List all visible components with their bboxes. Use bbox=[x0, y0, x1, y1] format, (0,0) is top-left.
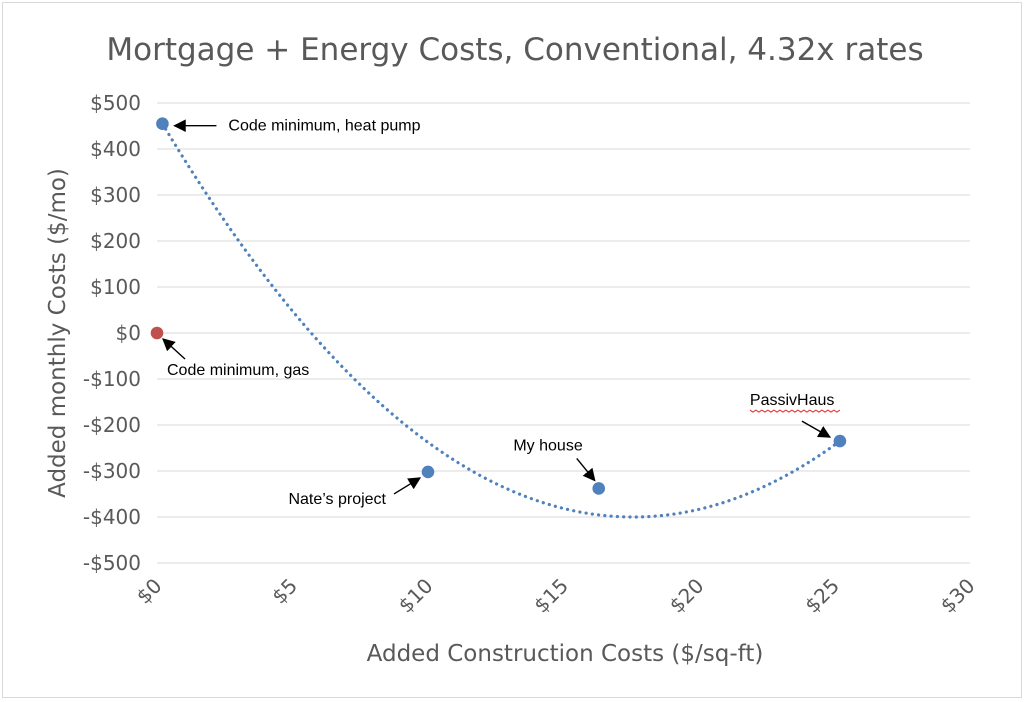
x-tick-label: $25 bbox=[800, 574, 844, 618]
y-tick-label: -$100 bbox=[83, 367, 141, 391]
data-point bbox=[156, 117, 169, 130]
y-tick-label: $100 bbox=[90, 275, 141, 299]
x-tick-label: $0 bbox=[132, 574, 167, 609]
x-tick-label: $15 bbox=[529, 574, 573, 618]
annotation-label: PassivHaus bbox=[750, 392, 834, 409]
annotations: Code minimum, heat pump Code minimum, gas… bbox=[162, 118, 841, 508]
data-point bbox=[421, 465, 435, 479]
y-tick-label: $400 bbox=[90, 137, 141, 161]
data-point bbox=[592, 482, 606, 495]
y-tick-label: -$500 bbox=[83, 551, 141, 575]
x-tick-label: $10 bbox=[394, 574, 438, 618]
spellcheck-underline bbox=[749, 409, 841, 413]
trendline bbox=[160, 122, 842, 519]
y-axis-ticks: $500 $400 $300 $200 $100 $0 -$100 -$200 -$300 -$4… bbox=[83, 91, 141, 575]
annotation-label: Nate’s project bbox=[288, 491, 386, 508]
gridlines bbox=[157, 102, 970, 564]
x-axis-title: Added Construction Costs ($/sq-ft) bbox=[367, 641, 764, 667]
chart-canvas: Mortgage + Energy Costs, Conventional, 4… bbox=[45, 32, 980, 667]
y-tick-label: -$400 bbox=[83, 505, 141, 529]
x-axis-ticks: $0 $5 $10 $15 $20 $25 $30 bbox=[132, 574, 980, 618]
annotation-arrow bbox=[393, 477, 422, 495]
annotation-label: Code minimum, gas bbox=[167, 362, 309, 379]
chart-title: Mortgage + Energy Costs, Conventional, 4… bbox=[106, 32, 923, 68]
y-tick-label: -$300 bbox=[83, 459, 141, 483]
x-tick-label: $30 bbox=[936, 574, 980, 618]
annotation-arrow bbox=[162, 338, 186, 360]
data-point bbox=[150, 326, 164, 340]
x-tick-label: $20 bbox=[665, 574, 709, 618]
annotation-label: Code minimum, heat pump bbox=[228, 118, 420, 135]
y-tick-label: $300 bbox=[90, 183, 141, 207]
y-tick-label: $500 bbox=[90, 91, 141, 115]
data-points bbox=[150, 117, 847, 495]
y-tick-label: $200 bbox=[90, 229, 141, 253]
annotation-arrow bbox=[576, 458, 596, 482]
y-tick-label: $0 bbox=[116, 321, 141, 345]
data-point bbox=[833, 434, 847, 448]
annotation-label: My house bbox=[513, 437, 582, 454]
y-axis-title: Added monthly Costs ($/mo) bbox=[45, 168, 71, 498]
y-tick-label: -$200 bbox=[83, 413, 141, 437]
x-tick-label: $5 bbox=[267, 574, 302, 609]
annotation-arrow bbox=[801, 420, 832, 438]
